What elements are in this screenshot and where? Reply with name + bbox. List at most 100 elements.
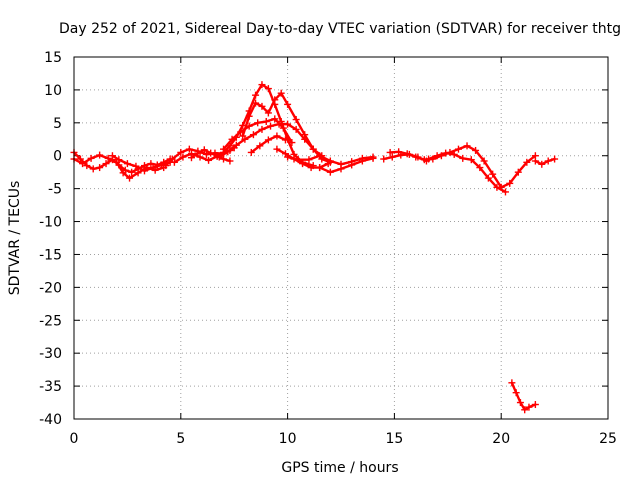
data-point <box>162 162 170 170</box>
data-point <box>284 100 292 108</box>
data-point <box>472 146 480 154</box>
data-point <box>551 155 559 163</box>
data-point <box>140 167 148 175</box>
y-axis-label: SDTVAR / TECUs <box>7 181 23 296</box>
data-point <box>326 168 334 176</box>
data-point <box>425 155 433 163</box>
data-point <box>262 118 270 126</box>
x-tick-label: 5 <box>176 431 185 447</box>
data-point <box>196 153 204 161</box>
data-point <box>288 139 296 147</box>
x-tick-label: 15 <box>385 431 403 447</box>
data-point <box>484 174 492 182</box>
data-point <box>544 157 552 165</box>
data-point <box>316 152 324 160</box>
data-point <box>264 85 272 93</box>
data-point <box>249 131 257 139</box>
data-point <box>96 164 104 172</box>
data-series-arc-13 <box>316 154 377 176</box>
data-point <box>501 188 509 196</box>
data-point <box>200 146 208 154</box>
data-point <box>252 91 260 99</box>
data-series-arc-16 <box>425 149 509 196</box>
data-point <box>369 154 377 162</box>
data-point <box>132 162 140 170</box>
x-axis-label: GPS time / hours <box>281 460 398 476</box>
data-point <box>512 389 520 397</box>
series-trace <box>388 144 537 189</box>
data-point <box>523 158 531 166</box>
data-point <box>395 148 403 156</box>
data-point <box>531 157 539 165</box>
data-point <box>87 154 95 162</box>
data-point <box>258 81 266 89</box>
data-point <box>115 156 123 164</box>
plot-frame <box>73 56 609 420</box>
data-point <box>307 164 315 172</box>
data-point <box>284 120 292 128</box>
y-tick-label: -15 <box>39 247 62 263</box>
data-point <box>232 141 240 149</box>
data-point <box>128 168 136 176</box>
data-point <box>273 145 281 153</box>
data-point <box>476 164 484 172</box>
data-point <box>252 99 260 107</box>
data-point <box>177 148 185 156</box>
series-trace <box>534 157 556 166</box>
y-tick-label: -20 <box>39 280 62 296</box>
data-point <box>108 152 116 160</box>
data-point <box>241 135 249 143</box>
data-point <box>264 109 272 117</box>
data-point <box>506 179 514 187</box>
data-point <box>388 153 396 161</box>
y-tick-label: -25 <box>39 313 62 329</box>
data-point <box>245 122 253 130</box>
data-point <box>442 149 450 157</box>
data-point <box>228 135 236 143</box>
data-series-arc-9 <box>220 115 296 153</box>
y-tick-label: -5 <box>48 182 62 198</box>
x-tick-label: 25 <box>599 431 617 447</box>
data-point <box>412 153 420 161</box>
data-point <box>237 128 245 136</box>
data-point <box>271 96 279 104</box>
data-point <box>220 155 228 163</box>
data-point <box>267 122 275 130</box>
data-point <box>149 164 157 172</box>
data-point <box>316 164 324 172</box>
data-point <box>220 145 228 153</box>
data-point <box>123 160 131 168</box>
data-series-arc-2 <box>70 151 168 182</box>
data-series-arc-10 <box>247 132 289 156</box>
x-tick-label: 0 <box>70 431 79 447</box>
data-point <box>459 154 467 162</box>
data-point <box>134 169 142 177</box>
data-point <box>516 399 524 407</box>
data-point <box>521 406 529 414</box>
data-point <box>301 135 309 143</box>
y-tick-label: -30 <box>39 346 62 362</box>
data-point <box>480 157 488 165</box>
data-point <box>264 136 272 144</box>
data-point <box>185 145 193 153</box>
data-point <box>279 124 287 132</box>
data-point <box>326 157 334 165</box>
data-point <box>247 148 255 156</box>
data-point <box>463 142 471 150</box>
data-point <box>102 160 110 168</box>
data-point <box>538 160 546 168</box>
y-tick-label: 0 <box>53 149 62 165</box>
data-point <box>96 151 104 159</box>
data-point <box>403 150 411 158</box>
data-series-arc-18 <box>508 379 539 414</box>
data-point <box>508 379 516 387</box>
y-tick-label: -40 <box>39 412 62 428</box>
data-point <box>337 165 345 173</box>
chart-title: Day 252 of 2021, Sidereal Day-to-day VTE… <box>59 21 621 37</box>
data-point <box>514 168 522 176</box>
data-point <box>299 160 307 168</box>
data-point <box>284 153 292 161</box>
data-point <box>205 156 213 164</box>
data-point <box>380 155 388 163</box>
